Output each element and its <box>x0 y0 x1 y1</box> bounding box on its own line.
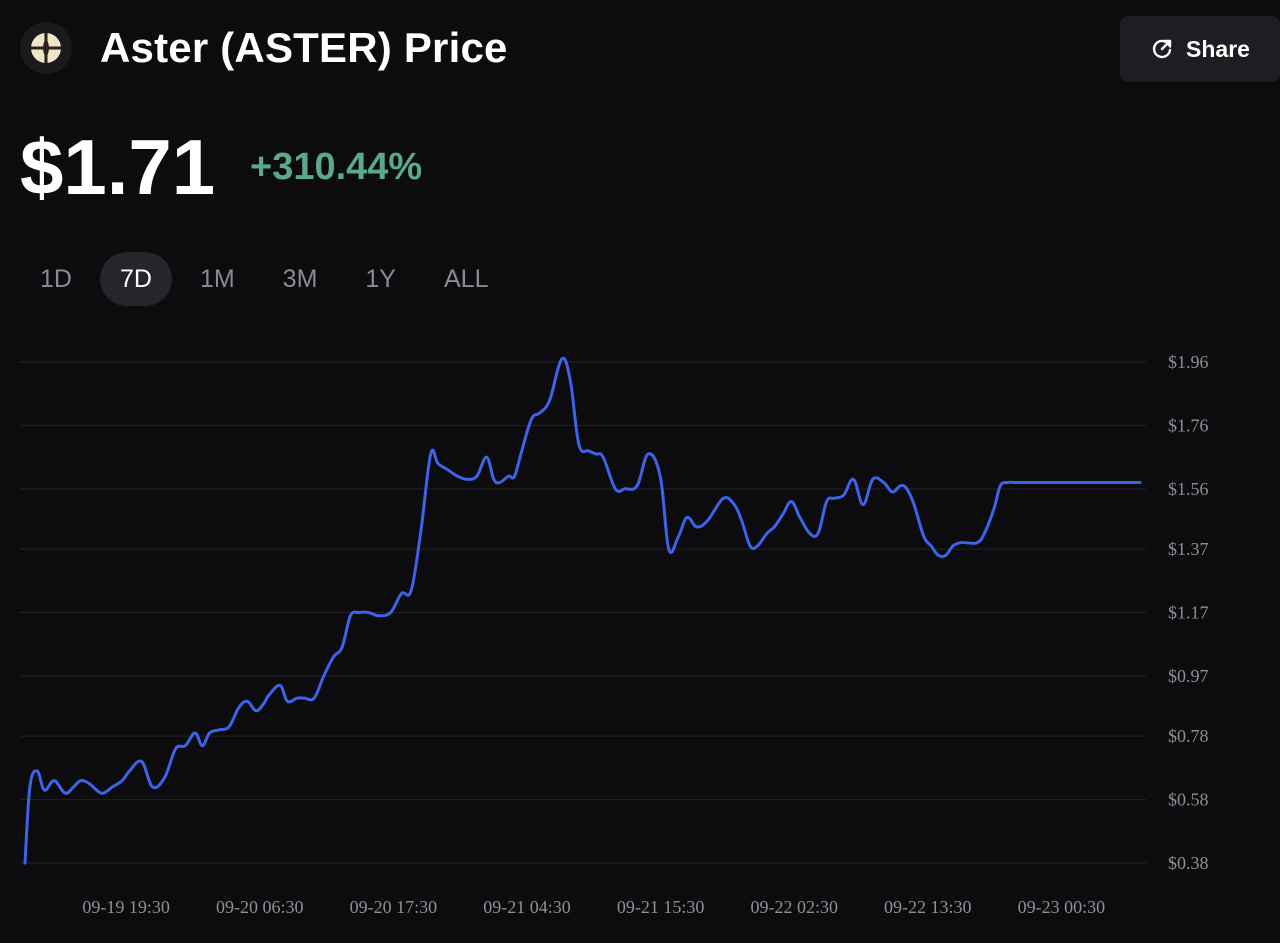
y-tick-label: $0.38 <box>1168 853 1209 873</box>
price-chart[interactable]: $1.96 $1.76 $1.56 $1.37 $1.17 $0.97 $0.78 $0.58… <box>0 330 1280 943</box>
range-tab-1m[interactable]: 1M <box>199 264 235 293</box>
x-tick-label: 09-20 17:30 <box>350 897 438 917</box>
header: Aster (ASTER) Price Share <box>0 0 1280 100</box>
y-tick-label: $1.96 <box>1168 352 1209 372</box>
page-title: Aster (ASTER) Price <box>100 24 508 71</box>
price-line <box>23 356 1142 865</box>
x-tick-label: 09-22 02:30 <box>750 897 838 917</box>
y-tick-label: $0.58 <box>1168 790 1209 810</box>
x-tick-label: 09-19 19:30 <box>82 897 170 917</box>
y-tick-label: $1.37 <box>1168 539 1209 559</box>
range-tab-1d[interactable]: 1D <box>40 264 72 293</box>
y-tick-label: $1.76 <box>1168 415 1209 435</box>
range-tab-all[interactable]: ALL <box>444 264 489 293</box>
aster-logo-icon <box>20 22 72 74</box>
share-button[interactable]: Share <box>1120 16 1280 82</box>
y-tick-label: $0.97 <box>1168 666 1209 686</box>
price-change: +310.44% <box>250 146 423 188</box>
range-tab-1y[interactable]: 1Y <box>365 264 396 293</box>
range-tabs: 1D 7D 1M 3M 1Y ALL <box>20 252 516 306</box>
x-tick-label: 09-20 06:30 <box>216 897 304 917</box>
x-tick-label: 09-21 15:30 <box>617 897 705 917</box>
x-tick-label: 09-21 04:30 <box>483 897 571 917</box>
current-price: $1.71 <box>20 123 216 211</box>
share-label: Share <box>1186 35 1250 62</box>
y-tick-label: $0.78 <box>1168 726 1209 746</box>
y-tick-label: $1.17 <box>1168 603 1209 623</box>
share-icon <box>1152 39 1172 59</box>
x-tick-label: 09-22 13:30 <box>884 897 972 917</box>
range-tab-3m[interactable]: 3M <box>282 264 318 293</box>
range-tab-7d[interactable]: 7D <box>99 252 172 306</box>
y-tick-label: $1.56 <box>1168 479 1209 499</box>
x-tick-label: 09-23 00:30 <box>1018 897 1106 917</box>
